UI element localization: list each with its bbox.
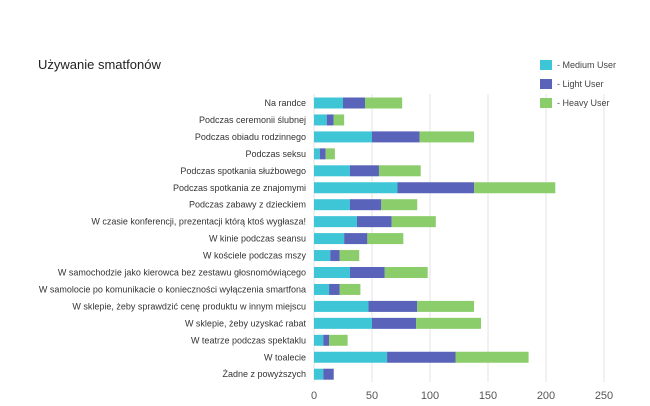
bar-segment [372,317,417,329]
bar-segment [314,250,331,262]
bar-segment [314,131,372,143]
chart-title: Używanie smatfonów [38,57,161,72]
legend-swatch [540,60,552,70]
category-label: Podczas zabawy z dzieckiem [189,200,306,210]
category-label: W samochodzie jako kierowca bez zestawu … [58,268,306,278]
category-label: W samolocie po komunikacie o koniecznośc… [39,284,306,294]
legend-label: - Medium User [557,60,616,70]
bar-segment [367,233,404,245]
bar-segment [326,114,334,126]
bar-segment [339,250,360,262]
legend-swatch [540,98,552,108]
legend-swatch [540,79,552,89]
bar-segment [314,114,327,126]
x-tick-label: 250 [595,390,613,402]
bar-segment [343,97,366,109]
bar-segment [416,317,482,329]
category-labels: Na randce Podczas ceremonii ślubnej Podcza… [39,98,307,379]
bar-segment [314,148,320,160]
category-label: Podczas seksu [245,149,306,159]
category-label: Podczas spotkania ze znajomymi [173,183,306,193]
bar-segment [314,199,350,211]
x-tick-label: 150 [479,390,497,402]
bar-segment [365,97,403,109]
bar-segment [329,334,348,346]
legend: - Medium User - Light User - Heavy User [540,60,616,108]
bar-segment [314,97,343,109]
category-label: Żadne z powyższych [222,369,306,379]
category-label: W teatrze podczas spektaklu [191,335,306,345]
bar-segment [368,300,418,312]
bar-segment [314,368,324,380]
bar-segment [323,334,330,346]
x-tick-label: 200 [537,390,555,402]
category-label: Podczas obiadu rodzinnego [195,132,306,142]
category-label: Podczas ceremonii ślubnej [199,115,306,125]
category-label: W kinie podczas seansu [209,234,306,244]
category-label: W sklepie, żeby uzyskać rabat [185,318,307,328]
category-label: Na randce [264,98,306,108]
bar-segment [329,283,340,295]
bar-segment [372,131,420,143]
bar-segment [314,317,372,329]
bar-segment [314,283,330,295]
bar-segment [325,148,335,160]
bar-segment [419,131,475,143]
bar-segment [314,182,398,194]
category-label: Podczas spotkania służbowego [180,166,306,176]
bar-segment [314,267,350,278]
category-label: W kościele podczas mszy [203,251,307,261]
bar-segment [455,351,529,363]
x-tick-label: 100 [421,390,439,402]
bar-segment [314,300,369,312]
bar-segment [339,283,361,295]
bar-segment [356,216,392,228]
category-label: W toalecie [264,352,306,362]
bar-segment [349,199,382,211]
bar-segment [333,114,345,126]
category-label: W czasie konferencji, prezentacji którą … [91,217,306,227]
bar-segment [474,182,556,194]
bar-segment [314,334,324,346]
x-tick-label: 50 [366,390,378,402]
bar-segment [384,267,428,278]
bar-segment [417,300,475,312]
bar-segment [323,368,334,380]
bar-segment [314,351,388,363]
bar-segment [397,182,475,194]
x-axis-ticks: 0 50 100 150 200 250 [311,390,613,402]
bar-segment [349,267,385,278]
bar-segment [314,233,345,245]
bar-segment [378,165,421,177]
bar-segment [330,250,340,262]
bar-segment [314,165,350,177]
x-tick-label: 0 [311,390,317,402]
bar-segment [349,165,379,177]
bar-segment [344,233,368,245]
category-label: W sklepie, żeby sprawdzić cenę produktu … [72,301,306,311]
legend-label: - Light User [557,79,604,89]
bar-segment [391,216,436,228]
bar-segment [314,216,357,228]
legend-label: - Heavy User [557,98,610,108]
bars [314,97,556,380]
bar-segment [387,351,456,363]
bar-segment [381,199,418,211]
bar-segment [319,148,326,160]
